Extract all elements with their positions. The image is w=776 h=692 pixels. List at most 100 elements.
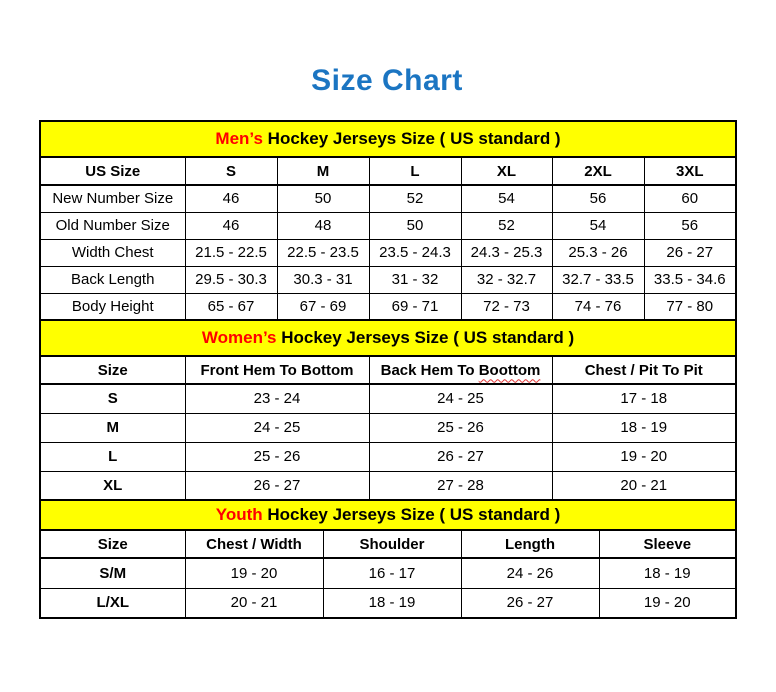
row-label: L/XL	[39, 587, 186, 619]
size-cell: 26 - 27	[460, 587, 600, 619]
mens-section-header: Men’s Hockey Jerseys Size ( US standard …	[38, 120, 738, 158]
table-row: Body Height 65 - 67 67 - 69 69 - 71 72 -…	[39, 292, 737, 321]
size-cell: 46	[184, 184, 278, 213]
row-label: Width Chest	[39, 238, 186, 267]
table-row: S/M 19 - 20 16 - 17 24 - 26 18 - 19	[39, 557, 737, 589]
size-cell: 17 - 18	[551, 383, 737, 414]
size-cell: 19 - 20	[598, 587, 737, 619]
size-cell: 27 - 28	[368, 470, 553, 501]
womens-size-table: Women’s Hockey Jerseys Size ( US standar…	[38, 319, 738, 501]
table-row: Back Length 29.5 - 30.3 30.3 - 31 31 - 3…	[39, 265, 737, 294]
womens-header-text: Hockey Jerseys Size ( US standard )	[276, 328, 575, 347]
size-cell: 20 - 21	[184, 587, 324, 619]
size-cell: 22.5 - 23.5	[276, 238, 370, 267]
size-cell: 19 - 20	[184, 557, 324, 589]
womens-accent-word: Women’s	[201, 328, 277, 347]
size-cell: 46	[184, 211, 278, 240]
column-header: L	[368, 156, 462, 186]
column-header: US Size	[39, 156, 186, 186]
table-row: L/XL 20 - 21 18 - 19 26 - 27 19 - 20	[39, 587, 737, 619]
size-cell: 26 - 27	[643, 238, 737, 267]
column-header: Chest / Pit To Pit	[551, 355, 737, 385]
mens-column-header-row: US Size S M L XL 2XL 3XL	[39, 156, 737, 186]
row-label: Back Length	[39, 265, 186, 294]
column-header: 2XL	[551, 156, 645, 186]
table-row: L 25 - 26 26 - 27 19 - 20	[39, 441, 737, 472]
column-header: XL	[460, 156, 553, 186]
size-cell: 24 - 25	[368, 383, 553, 414]
size-cell: 48	[276, 211, 370, 240]
row-label: New Number Size	[39, 184, 186, 213]
size-cell: 25 - 26	[368, 412, 553, 443]
size-cell: 26 - 27	[184, 470, 370, 501]
size-cell: 18 - 19	[322, 587, 462, 619]
row-label: M	[39, 412, 186, 443]
size-cell: 31 - 32	[368, 265, 462, 294]
youth-size-table: Youth Hockey Jerseys Size ( US standard …	[38, 499, 738, 619]
size-cell: 30.3 - 31	[276, 265, 370, 294]
youth-accent-word: Youth	[215, 505, 263, 524]
youth-header-text: Hockey Jerseys Size ( US standard )	[262, 505, 561, 524]
column-header: 3XL	[643, 156, 737, 186]
column-header: Sleeve	[598, 529, 737, 559]
size-cell: 24.3 - 25.3	[460, 238, 553, 267]
column-header: Chest / Width	[184, 529, 324, 559]
size-cell: 33.5 - 34.6	[643, 265, 737, 294]
row-label: XL	[39, 470, 186, 501]
size-cell: 29.5 - 30.3	[184, 265, 278, 294]
size-cell: 74 - 76	[551, 292, 645, 321]
size-tables-container: Men’s Hockey Jerseys Size ( US standard …	[38, 120, 738, 619]
size-cell: 25.3 - 26	[551, 238, 645, 267]
row-label: Body Height	[39, 292, 186, 321]
size-cell: 32 - 32.7	[460, 265, 553, 294]
size-cell: 50	[368, 211, 462, 240]
womens-section-header: Women’s Hockey Jerseys Size ( US standar…	[38, 319, 738, 357]
size-cell: 32.7 - 33.5	[551, 265, 645, 294]
table-row: New Number Size 46 50 52 54 56 60	[39, 184, 737, 213]
size-cell: 18 - 19	[551, 412, 737, 443]
size-cell: 21.5 - 22.5	[184, 238, 278, 267]
youth-section-header-row: Youth Hockey Jerseys Size ( US standard …	[38, 499, 738, 531]
size-cell: 69 - 71	[368, 292, 462, 321]
youth-column-header-row: Size Chest / Width Shoulder Length Sleev…	[39, 529, 737, 559]
table-row: S 23 - 24 24 - 25 17 - 18	[39, 383, 737, 414]
size-cell: 60	[643, 184, 737, 213]
table-row: XL 26 - 27 27 - 28 20 - 21	[39, 470, 737, 501]
size-cell: 52	[368, 184, 462, 213]
size-cell: 24 - 25	[184, 412, 370, 443]
column-header: Size	[39, 529, 186, 559]
size-cell: 72 - 73	[460, 292, 553, 321]
mens-accent-word: Men’s	[215, 129, 263, 148]
column-header: Shoulder	[322, 529, 462, 559]
size-cell: 77 - 80	[643, 292, 737, 321]
size-cell: 26 - 27	[368, 441, 553, 472]
size-cell: 54	[460, 184, 553, 213]
mens-header-text: Hockey Jerseys Size ( US standard )	[262, 129, 561, 148]
row-label: L	[39, 441, 186, 472]
size-cell: 65 - 67	[184, 292, 278, 321]
misspelled-word: Boottom	[478, 361, 541, 379]
size-cell: 18 - 19	[598, 557, 737, 589]
column-header: M	[276, 156, 370, 186]
womens-column-header-row: Size Front Hem To Bottom Back Hem To Boo…	[39, 355, 737, 385]
table-row: Width Chest 21.5 - 22.5 22.5 - 23.5 23.5…	[39, 238, 737, 267]
row-label: Old Number Size	[39, 211, 186, 240]
size-cell: 67 - 69	[276, 292, 370, 321]
table-row: Old Number Size 46 48 50 52 54 56	[39, 211, 737, 240]
table-row: M 24 - 25 25 - 26 18 - 19	[39, 412, 737, 443]
size-cell: 23 - 24	[184, 383, 370, 414]
size-cell: 20 - 21	[551, 470, 737, 501]
column-header: S	[184, 156, 278, 186]
size-cell: 54	[551, 211, 645, 240]
page-title: Size Chart	[311, 64, 463, 97]
mens-section-header-row: Men’s Hockey Jerseys Size ( US standard …	[38, 120, 738, 158]
column-header: Back Hem To Boottom	[368, 355, 553, 385]
size-cell: 19 - 20	[551, 441, 737, 472]
size-cell: 50	[276, 184, 370, 213]
column-header-text: Back Hem To	[380, 361, 479, 379]
column-header: Length	[460, 529, 600, 559]
size-cell: 25 - 26	[184, 441, 370, 472]
row-label: S	[39, 383, 186, 414]
size-cell: 56	[551, 184, 645, 213]
